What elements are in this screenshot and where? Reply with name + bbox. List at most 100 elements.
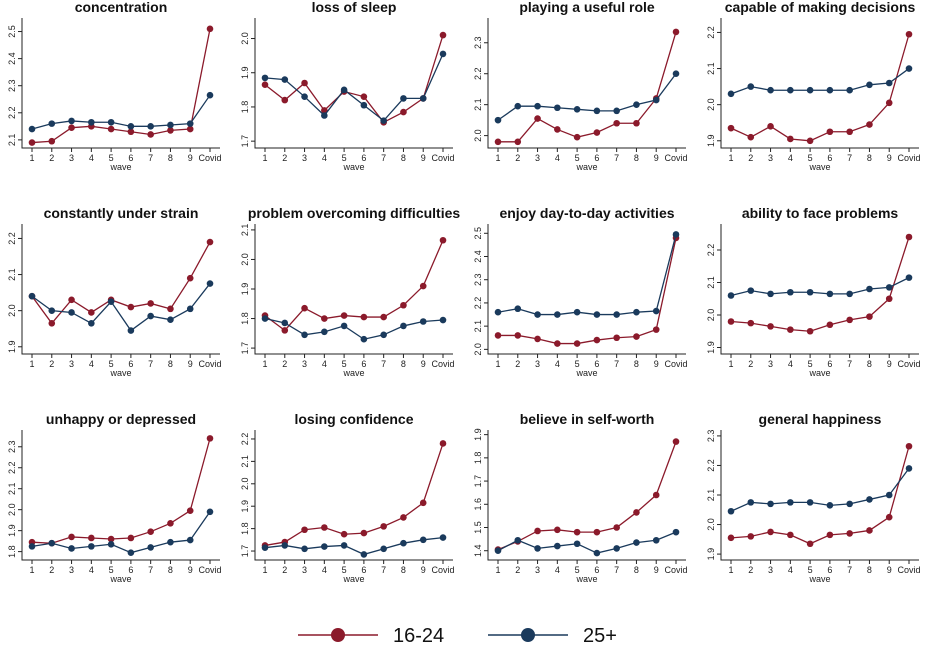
- panel-general-happiness: general happiness 1.9 2.0 2.1 2.2 2.3 1 2 3 4 5 6 7 8…: [706, 411, 921, 584]
- axis-lines: [487, 18, 686, 149]
- x-tick-label: 3: [302, 359, 307, 369]
- data-point: [787, 86, 794, 94]
- y-tick-label: 2.2: [706, 459, 716, 472]
- data-point: [826, 531, 834, 539]
- data-point: [281, 76, 289, 83]
- legend-marker: [521, 628, 535, 642]
- x-axis-label: wave: [342, 162, 364, 172]
- data-point: [727, 292, 735, 299]
- x-tick-label: 2: [282, 153, 287, 163]
- x-tick-label: 9: [654, 565, 659, 575]
- panels-layer: concentration 2.1 2.2 2.3 2.4 2.5 1 2 3 4 5 6 7 8 9 Cov…: [7, 0, 921, 584]
- legend-entry-age-16-24: 16-24: [298, 625, 444, 647]
- data-point: [127, 327, 135, 334]
- y-tick-label: 2.1: [7, 268, 17, 281]
- data-point: [826, 86, 834, 94]
- y-tick-label: 2.0: [240, 32, 250, 45]
- panel-loss-of-sleep: loss of sleep 1.7 1.8 1.9 2.0 1 2 3 4 5 6 7 8 9 Covid w…: [240, 0, 455, 172]
- data-point: [613, 311, 620, 318]
- y-tick-label: 1.7: [240, 135, 250, 148]
- data-point: [340, 322, 348, 330]
- data-point: [494, 116, 502, 124]
- x-tick-label: 9: [421, 359, 426, 369]
- data-point: [107, 540, 115, 548]
- x-tick-label: 1: [262, 565, 267, 575]
- data-point: [281, 542, 289, 549]
- axis-lines: [720, 224, 919, 355]
- x-tick-label: 1: [728, 565, 733, 575]
- x-tick-label: 3: [69, 359, 74, 369]
- y-tick-label: 2.1: [473, 320, 483, 333]
- data-point: [514, 536, 522, 544]
- panel-title: losing confidence: [294, 411, 413, 427]
- data-point: [107, 298, 115, 305]
- data-point: [206, 238, 214, 246]
- data-point: [28, 292, 36, 300]
- data-point: [321, 315, 328, 322]
- x-tick-label: 6: [361, 153, 366, 163]
- y-tick-label: 2.3: [7, 79, 17, 92]
- x-tick-label: 8: [634, 359, 639, 369]
- data-point: [439, 440, 447, 447]
- data-point: [88, 543, 95, 550]
- x-tick-label: 2: [282, 359, 287, 369]
- data-point: [767, 500, 774, 508]
- x-tick-label: 5: [342, 153, 347, 163]
- x-tick-label: 5: [575, 153, 580, 163]
- data-point: [439, 236, 447, 244]
- y-tick-label: 1.8: [240, 101, 250, 114]
- x-tick-label: 3: [302, 565, 307, 575]
- data-point: [806, 137, 814, 145]
- x-tick-label: 5: [109, 565, 114, 575]
- series-line-age-16-24: [264, 443, 444, 547]
- y-tick-label: 2.2: [706, 244, 716, 257]
- data-point: [534, 115, 541, 122]
- y-tick-label: 2.1: [706, 62, 716, 75]
- data-point: [68, 545, 75, 552]
- data-point: [767, 290, 774, 298]
- data-point: [652, 326, 660, 333]
- y-tick-label: 2.5: [7, 25, 17, 38]
- x-axis-label: wave: [575, 574, 597, 584]
- y-tick-label: 2.0: [240, 478, 250, 491]
- y-tick-label: 2.1: [706, 276, 716, 289]
- series-line-age-25-plus: [31, 283, 211, 332]
- data-point: [68, 309, 75, 316]
- y-tick-label: 2.2: [7, 232, 17, 245]
- axis-lines: [21, 18, 220, 149]
- data-point: [127, 123, 135, 130]
- x-tick-label: 4: [322, 153, 327, 163]
- x-tick-label: 5: [342, 565, 347, 575]
- data-point: [767, 86, 774, 94]
- series-line-age-25-plus: [264, 536, 444, 556]
- y-tick-label: 1.9: [473, 428, 483, 441]
- data-point: [127, 128, 135, 136]
- data-point: [48, 307, 56, 314]
- series-line-age-25-plus: [730, 277, 910, 297]
- x-tick-label: 2: [515, 565, 520, 575]
- data-point: [514, 332, 522, 339]
- x-tick-label: 6: [827, 565, 832, 575]
- x-axis-label: wave: [109, 574, 131, 584]
- x-tick-label: 9: [188, 153, 193, 163]
- data-point: [206, 25, 214, 33]
- x-tick-label: 3: [69, 153, 74, 163]
- data-point: [727, 318, 735, 325]
- data-point: [727, 124, 735, 132]
- x-tick-label: 7: [847, 565, 852, 575]
- x-tick-label: 3: [302, 153, 307, 163]
- data-point: [439, 534, 447, 541]
- series-line-age-25-plus: [730, 468, 910, 512]
- panel-title: believe in self-worth: [520, 411, 655, 427]
- x-tick-label: Covid: [664, 565, 687, 575]
- data-point: [846, 86, 853, 94]
- x-tick-label: 6: [827, 153, 832, 163]
- data-point: [340, 312, 348, 319]
- y-tick-label: 1.8: [240, 522, 250, 535]
- data-point: [514, 305, 522, 313]
- x-tick-label: 5: [109, 359, 114, 369]
- x-tick-label: 5: [575, 359, 580, 369]
- x-tick-label: 7: [381, 565, 386, 575]
- panel-title: loss of sleep: [312, 0, 397, 15]
- data-point: [846, 530, 853, 537]
